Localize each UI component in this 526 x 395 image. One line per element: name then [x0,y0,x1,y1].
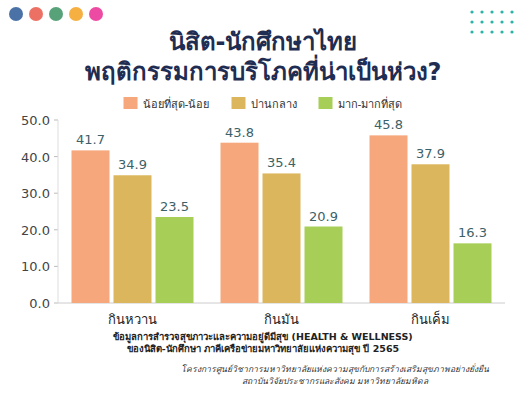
legend-label: น้อยที่สุด-น้อย [143,96,210,111]
annotation: ของนิสิต-นักศึกษา ภาคีเครือข่ายมหาวิทยาล… [127,343,399,355]
bar [263,173,301,303]
data-label: 20.9 [309,209,338,224]
y-tick [54,266,58,267]
data-label: 45.8 [374,117,403,132]
data-label: 16.3 [458,225,487,240]
y-tick-label: 10.0 [21,259,50,274]
dot-decoration [480,10,483,13]
dot-decoration [490,20,493,23]
dot-decoration [470,30,473,33]
bar [412,164,450,303]
dot-decoration [490,10,493,13]
logo [29,7,43,21]
data-label: 34.9 [118,157,147,172]
y-tick-label: 0.0 [29,296,50,311]
legend-swatch [232,97,246,109]
bar [370,135,408,303]
data-labels: 41.7 43.8 45.8 34.9 35.4 37.9 23.5 20.9 16.3 [76,117,487,240]
dot-decoration [470,10,473,13]
legend-swatch [124,97,138,109]
legend-label: ปานกลาง [251,98,297,111]
data-label: 35.4 [267,155,296,170]
annotation: สถาบันวิจัยประชากรและสังคม มหาวิทยาลัยมห… [242,376,430,386]
data-label: 37.9 [416,146,445,161]
bar [454,243,492,303]
y-tick [54,303,58,304]
y-tick [54,229,58,230]
bar [221,143,259,303]
y-tick [54,193,58,194]
x-tick-label: กินเค็ม [411,310,450,327]
dot-decoration [470,20,473,23]
bar [72,150,110,303]
y-tick [54,120,58,121]
dot-decoration [510,10,513,13]
x-tick-label: กินมัน [264,312,299,327]
dot-decoration [480,20,483,23]
y-axis: 0.0 10.0 20.0 30.0 40.0 50.0 [21,113,505,311]
dot-decoration [500,10,503,13]
y-axis-line [58,120,59,303]
bar [114,175,152,303]
dot-decoration [510,20,513,23]
legend-label: มาก-มากที่สุด [338,96,403,111]
background [0,0,526,395]
logo [49,7,63,21]
y-tick [54,156,58,157]
annotation: โครงการศูนย์วิชาการมหาวิทยาลัยแห่งความสุ… [181,363,489,375]
dot-decoration [500,20,503,23]
logo [89,7,103,21]
y-tick-label: 30.0 [21,186,50,201]
legend-entry: ปานกลาง [232,97,297,111]
y-tick-label: 20.0 [21,223,50,238]
data-label: 23.5 [160,199,189,214]
chart: นิสิต-นักศึกษาไทยพฤติกรรมการบริโภคที่น่า… [0,0,526,395]
bar [156,217,194,303]
legend: น้อยที่สุด-น้อย ปานกลาง มาก-มากที่สุด [124,96,403,111]
dot-decoration [490,30,493,33]
title: นิสิต-นักศึกษาไทย [169,27,358,56]
y-tick-label: 50.0 [21,113,50,128]
logo [69,7,83,21]
bars [72,135,492,303]
dot-decoration [510,30,513,33]
data-label: 43.8 [225,125,254,140]
bar [305,227,343,303]
dot-decoration [480,30,483,33]
subtitle: พฤติกรรมการบริโภคที่น่าเป็นห่วง? [85,54,442,86]
data-label: 41.7 [76,132,105,147]
dot-decoration [500,30,503,33]
x-tick-label: กินหวาน [108,312,157,327]
legend-swatch [319,97,333,109]
logo [9,7,23,21]
y-tick-label: 40.0 [21,150,50,165]
legend-entry: มาก-มากที่สุด [319,96,403,111]
legend-entry: น้อยที่สุด-น้อย [124,96,210,111]
